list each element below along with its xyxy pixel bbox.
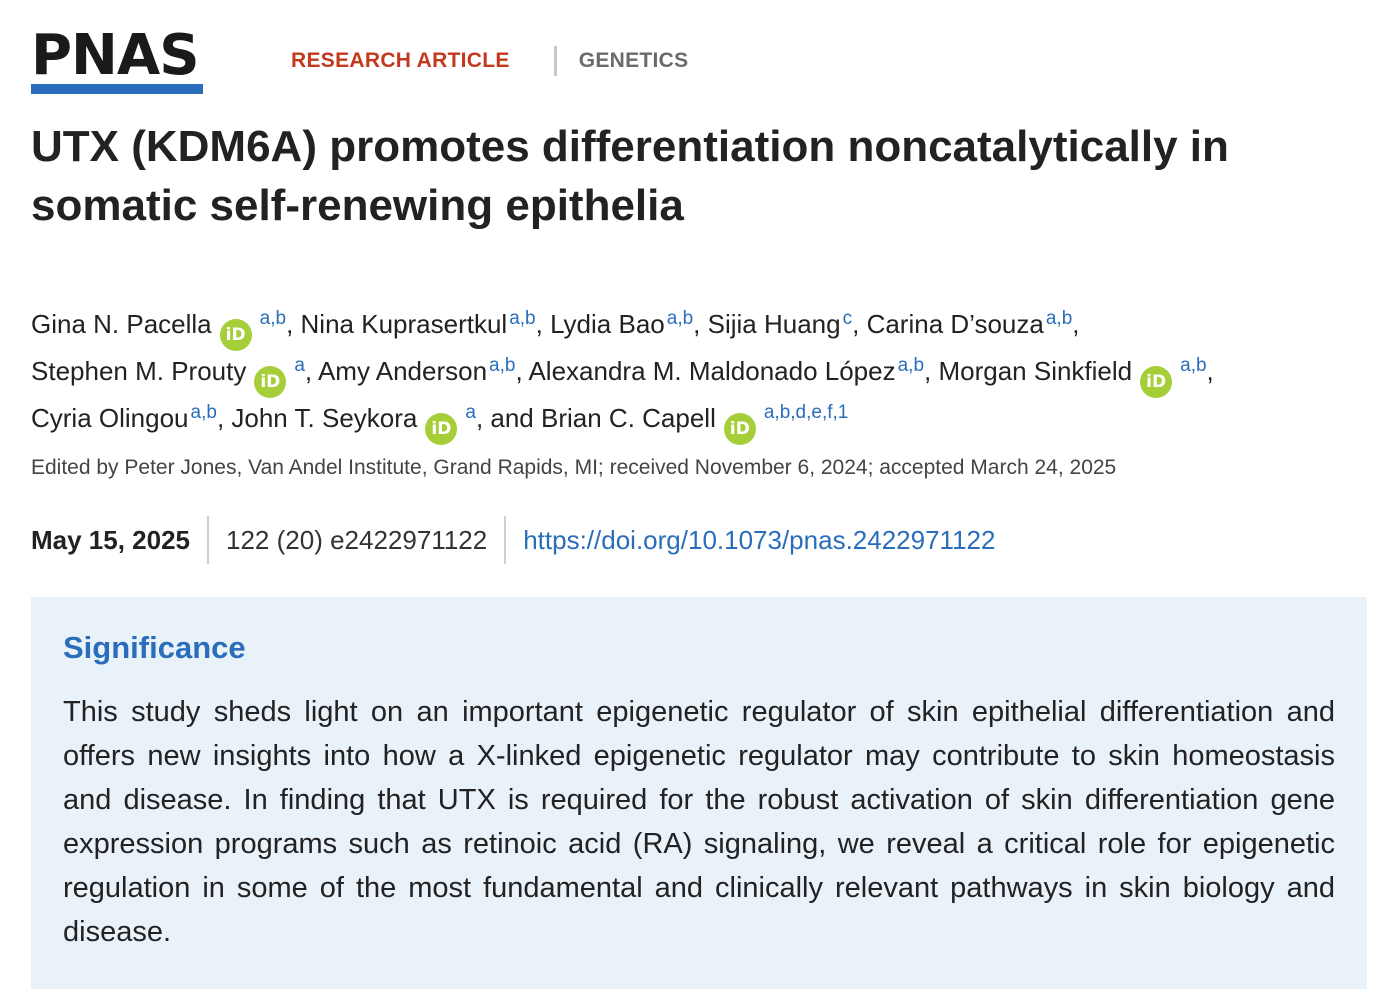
doi-link[interactable]: https://doi.org/10.1073/pnas.2422971122 bbox=[523, 524, 996, 555]
author-name[interactable]: Amy Anderson bbox=[317, 356, 488, 386]
meta-divider bbox=[504, 516, 507, 564]
author-item[interactable]: Morgan Sinkfield iD a,b bbox=[938, 355, 1207, 398]
editor-info: Edited by Peter Jones, Van Andel Institu… bbox=[31, 456, 1117, 479]
author-affiliations[interactable]: c bbox=[842, 308, 853, 329]
author-item[interactable]: Alexandra M. Maldonado López a,b bbox=[528, 356, 924, 386]
significance-text: This study sheds light on an important e… bbox=[63, 696, 1335, 948]
publication-date: May 15, 2025 bbox=[31, 524, 191, 555]
significance-box: Significance This study sheds light on a… bbox=[31, 597, 1367, 989]
significance-heading: Significance bbox=[63, 630, 246, 665]
author-item[interactable]: Cyria Olingou a,b bbox=[31, 403, 217, 433]
article-tags: RESEARCH ARTICLE GENETICS bbox=[291, 46, 688, 76]
author-affiliations[interactable]: a,b bbox=[489, 355, 516, 376]
author-item[interactable]: Lydia Bao a,b bbox=[550, 309, 693, 339]
author-affiliations[interactable]: a bbox=[294, 355, 305, 376]
author-affiliations[interactable]: a,b,d,e,f,1 bbox=[763, 402, 849, 423]
author-affiliations[interactable]: a bbox=[465, 402, 476, 423]
author-list: Gina N. Pacella iDa,b, Nina Kuprasertkul a… bbox=[31, 304, 1351, 445]
section-label[interactable]: GENETICS bbox=[578, 49, 689, 72]
author-affiliations[interactable]: a,b bbox=[897, 355, 925, 376]
author-affiliations[interactable]: a,b bbox=[259, 308, 287, 329]
author-item[interactable]: Gina N. Pacella iD a,b bbox=[31, 308, 287, 351]
author-name[interactable]: Carina D’souza bbox=[866, 309, 1044, 339]
author-affiliations[interactable]: a,b bbox=[190, 402, 217, 423]
author-name[interactable]: Alexandra M. Maldonado López bbox=[528, 356, 896, 386]
logo-text: PNAS bbox=[31, 23, 200, 88]
author-conjunction: and bbox=[490, 403, 541, 433]
tag-divider bbox=[553, 46, 557, 76]
author-affiliations[interactable]: a,b bbox=[666, 308, 694, 329]
logo-underline bbox=[31, 84, 203, 94]
author-name[interactable]: Brian C. Capell bbox=[541, 403, 716, 433]
orcid-icon[interactable]: iD bbox=[723, 413, 756, 445]
author-name[interactable]: Stephen M. Prouty bbox=[31, 356, 247, 386]
author-item[interactable]: John T. Seykora iD a bbox=[231, 402, 476, 445]
author-affiliations[interactable]: a,b bbox=[1180, 355, 1207, 376]
author-item[interactable]: Stephen M. Prouty iD a bbox=[31, 355, 305, 398]
author-item[interactable]: Amy Anderson a,b bbox=[318, 356, 516, 386]
author-name[interactable]: Gina N. Pacella bbox=[31, 309, 212, 339]
meta-divider bbox=[207, 516, 210, 564]
author-name[interactable]: Morgan Sinkfield bbox=[938, 356, 1133, 386]
article-title: UTX (KDM6A) promotes differentiation non… bbox=[31, 122, 1229, 230]
pnas-logo[interactable]: PNAS bbox=[31, 23, 203, 94]
author-name[interactable]: Sijia Huang bbox=[707, 309, 841, 339]
orcid-icon[interactable]: iD bbox=[425, 413, 458, 445]
author-affiliations[interactable]: a,b bbox=[1045, 308, 1073, 329]
author-item[interactable]: Carina D’souza a,b bbox=[867, 309, 1073, 339]
author-name[interactable]: Lydia Bao bbox=[550, 309, 665, 339]
article-type-label[interactable]: RESEARCH ARTICLE bbox=[291, 49, 510, 72]
author-item[interactable]: Sijia Huang c bbox=[708, 309, 852, 339]
author-affiliations[interactable]: a,b bbox=[509, 308, 536, 329]
orcid-icon[interactable]: iD bbox=[1140, 366, 1173, 398]
author-name[interactable]: Cyria Olingou bbox=[31, 403, 189, 433]
author-name[interactable]: Nina Kuprasertkul bbox=[300, 309, 508, 339]
author-name[interactable]: John T. Seykora bbox=[231, 403, 418, 433]
volume-issue: 122 (20) e2422971122 bbox=[226, 524, 488, 555]
author-item[interactable]: Nina Kuprasertkul a,b bbox=[301, 309, 536, 339]
orcid-icon[interactable]: iD bbox=[219, 319, 252, 351]
publication-meta: May 15, 2025 122 (20) e2422971122 https:… bbox=[31, 516, 995, 564]
author-item[interactable]: Brian C. Capell iD a,b,d,e,f,1 bbox=[541, 402, 849, 445]
orcid-icon[interactable]: iD bbox=[254, 366, 287, 398]
